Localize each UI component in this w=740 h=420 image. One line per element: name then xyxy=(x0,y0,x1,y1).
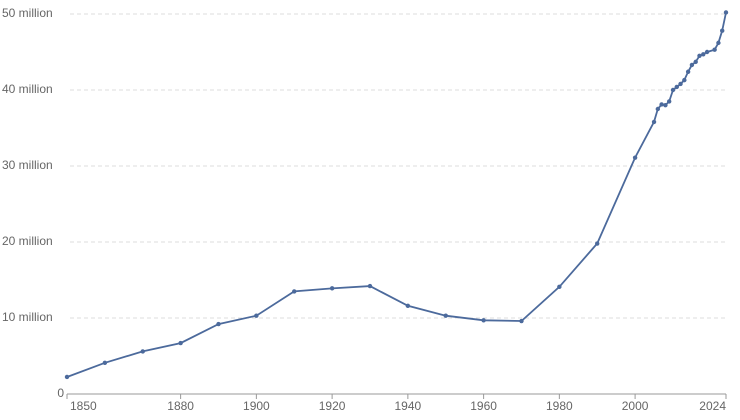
point xyxy=(697,53,702,58)
x-tick-label: 1880 xyxy=(167,399,194,413)
point xyxy=(716,40,721,46)
point xyxy=(632,155,638,160)
point xyxy=(557,284,562,290)
point xyxy=(659,102,664,107)
y-tick-label: 40 million xyxy=(2,82,53,96)
point xyxy=(519,318,524,324)
x-tick-label: 1850 xyxy=(70,399,97,413)
y-tick-label: 50 million xyxy=(2,6,53,20)
point xyxy=(720,28,725,33)
point xyxy=(595,241,600,246)
point xyxy=(682,77,687,83)
y-tick-label: 10 million xyxy=(2,310,53,324)
x-tick-label: 1940 xyxy=(395,399,422,413)
x-tick-label: 1960 xyxy=(470,399,497,413)
point xyxy=(655,106,661,112)
point xyxy=(670,87,676,93)
x-tick-label: 2024 xyxy=(699,399,726,413)
point xyxy=(701,52,706,57)
point xyxy=(254,313,259,318)
point xyxy=(704,49,710,55)
x-tick-label: 1920 xyxy=(319,399,346,413)
point xyxy=(689,62,695,68)
line xyxy=(66,12,727,378)
point xyxy=(712,47,717,52)
point xyxy=(666,99,672,104)
point xyxy=(693,59,698,65)
point xyxy=(367,283,373,289)
point xyxy=(405,303,411,309)
y-tick-label: 0 xyxy=(57,386,64,400)
point xyxy=(64,374,70,380)
point xyxy=(329,286,335,291)
point xyxy=(216,321,221,327)
point xyxy=(663,103,668,108)
point xyxy=(140,349,145,354)
point xyxy=(685,69,691,74)
x-tick-label: 1900 xyxy=(243,399,270,413)
x-tick-label: 1980 xyxy=(546,399,573,413)
y-tick-label: 20 million xyxy=(2,234,53,248)
point xyxy=(678,81,683,87)
point xyxy=(651,119,657,125)
point xyxy=(723,10,729,15)
point xyxy=(292,289,297,294)
x-tick-label: 2000 xyxy=(622,399,649,413)
point xyxy=(674,84,679,90)
point xyxy=(102,360,108,366)
point xyxy=(178,340,183,346)
point xyxy=(443,313,448,318)
point xyxy=(481,318,486,323)
y-tick-label: 30 million xyxy=(2,158,53,172)
